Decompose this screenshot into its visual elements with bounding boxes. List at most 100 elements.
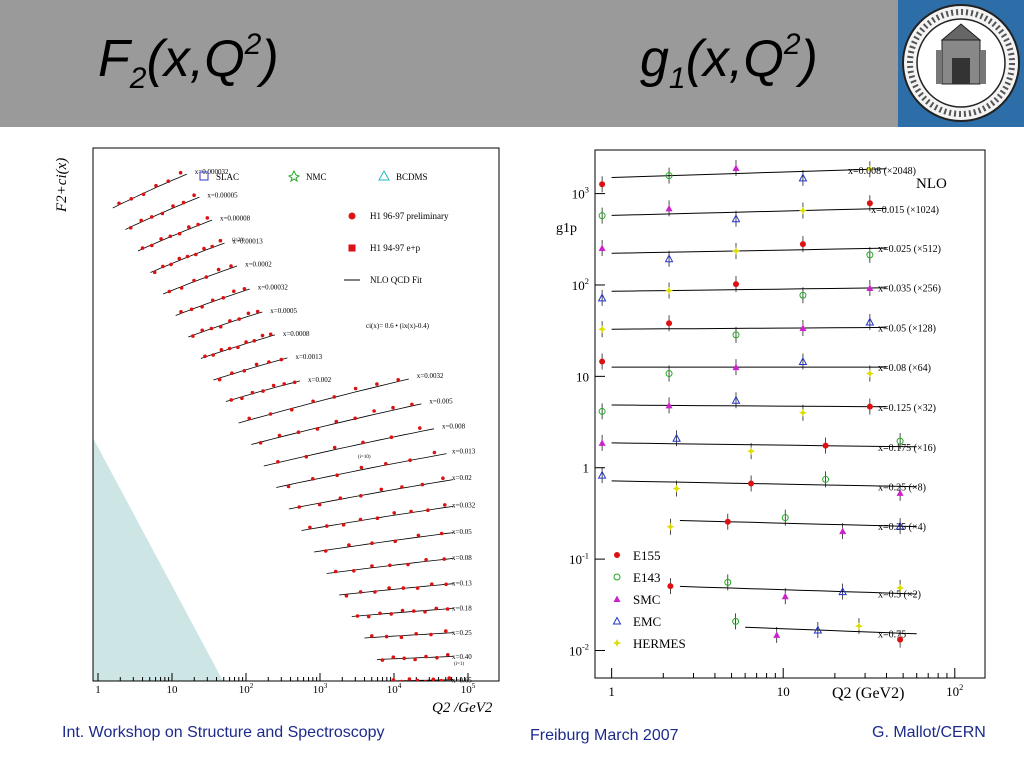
f2-data-point [344, 594, 349, 598]
f2-data-point [323, 549, 328, 553]
g1-data-point-smc [781, 592, 789, 600]
f2-data-point [205, 216, 210, 220]
g1-nlo-curve [679, 585, 917, 595]
g1-data-point-emc [672, 433, 681, 442]
g1-data-point-hermes [865, 165, 874, 174]
g1-data-point-hermes [665, 286, 674, 295]
f2-data-point [353, 386, 358, 391]
g1-data-point-hermes [731, 246, 740, 255]
g1-data-point-e155 [866, 200, 873, 207]
g1-nlo-curve [611, 287, 887, 292]
f2-data-point [424, 654, 428, 659]
f2-data-point [169, 262, 173, 267]
f2-data-point [334, 419, 339, 424]
f2-data-point [439, 678, 444, 681]
f2-data-point [399, 635, 404, 639]
g1-data-point-hermes [598, 325, 607, 334]
f2-x-bin-label: x=0.08 [452, 554, 472, 562]
f2-legend-swatch-star [287, 169, 301, 183]
f2-x-bin-label: x=0.02 [452, 474, 472, 482]
g1-data-point-e155 [822, 442, 829, 449]
f2-data-point [412, 609, 416, 613]
g1-nlo-curve [611, 326, 887, 330]
f2-qcd-fit-curve [314, 532, 454, 553]
f2-data-point [396, 378, 401, 382]
f2-data-point [341, 523, 346, 527]
g1-data-point-smc [598, 439, 606, 446]
g1-data-point-e143 [598, 212, 606, 220]
g1-nlo-curve [611, 207, 887, 216]
f2-data-point [297, 505, 301, 509]
f2-qcd-fit-curve [251, 403, 422, 445]
f2-data-point [441, 476, 445, 481]
g1-x-tick-label: 1 [608, 684, 615, 699]
f2-data-point [415, 586, 420, 590]
f2-kinematic-region [93, 438, 223, 681]
f2-data-point [279, 357, 284, 362]
g1-data-point-emc [664, 254, 674, 263]
f2-data-point [399, 679, 404, 681]
f2-x-bin-label: x=0.0008 [283, 330, 310, 338]
f2-data-point [304, 454, 309, 459]
f2-data-point [423, 610, 427, 614]
f2-legend-label: SLAC [216, 172, 239, 182]
g1-data-point-emc [798, 357, 808, 366]
g1-y-axis-label: g1p [556, 221, 577, 236]
f2-data-point [358, 517, 363, 522]
f2-x-tick-label: 10 [167, 684, 179, 696]
f2-legend-label: BCDMS [396, 172, 428, 182]
f2-data-point [258, 441, 263, 445]
g1-data-point-emc [731, 214, 741, 223]
f2-data-point [160, 211, 165, 216]
f2-data-point [179, 286, 184, 290]
g1-data-point-e155 [599, 358, 606, 365]
g1-legend-label: SMC [633, 592, 660, 607]
f2-data-point [420, 482, 425, 487]
f2-data-point [373, 590, 377, 594]
f2-x-bin-label: x=0.008 [442, 423, 466, 431]
f2-data-point [393, 539, 398, 544]
university-seal-icon [898, 0, 1024, 127]
g1-legend-label: E155 [633, 548, 660, 563]
f2-data-point [271, 383, 276, 388]
f2-data-point [384, 462, 388, 466]
g1-data-point-e143 [732, 617, 740, 625]
g1-nlo-curve [611, 404, 887, 408]
g1-data-point-smc [665, 401, 673, 409]
f2-x-tick-label: 102 [239, 682, 254, 696]
f2-data-point [430, 582, 434, 586]
g1-nlo-curve [611, 168, 887, 178]
f2-data-point [429, 632, 433, 637]
f2-data-point [255, 309, 260, 314]
g1-corner-label: NLO [916, 176, 947, 192]
f2-data-point [370, 541, 374, 545]
f2-data-point [171, 204, 175, 208]
f2-data-point [439, 531, 444, 536]
g1-data-point-e143 [799, 291, 807, 299]
f2-data-point [177, 256, 182, 261]
f2-scale-note: (i=1) [454, 662, 464, 667]
f2-data-point [413, 657, 417, 662]
g1-x-bin-label: x=0.5 (×2) [878, 590, 921, 601]
g1-data-point-e143 [781, 514, 789, 522]
g1-data-point-smc [773, 631, 781, 638]
f2-data-point [432, 450, 437, 455]
f2-data-point [260, 333, 265, 338]
f2-data-point [414, 632, 419, 636]
f2-data-point [426, 508, 430, 512]
f2-data-point [361, 440, 365, 445]
g1-data-point-smc [866, 284, 874, 291]
g1-x-tick-label: 10 [777, 684, 790, 699]
f2-data-point [185, 254, 190, 259]
f2-data-point [232, 289, 236, 294]
g1-data-point-emc [865, 317, 875, 326]
f2-data-point [129, 197, 134, 201]
footer-date: Freiburg March 2007 [530, 727, 679, 744]
f2-qcd-fit-curve [263, 428, 435, 467]
g1-data-point-e155 [667, 583, 674, 590]
g1-data-point-smc [598, 244, 606, 251]
f2-x-bin-label: x=0.0002 [245, 261, 272, 269]
f2-data-point [353, 416, 358, 421]
f2-data-point [221, 296, 226, 300]
g1-data-point-smc [896, 489, 904, 496]
